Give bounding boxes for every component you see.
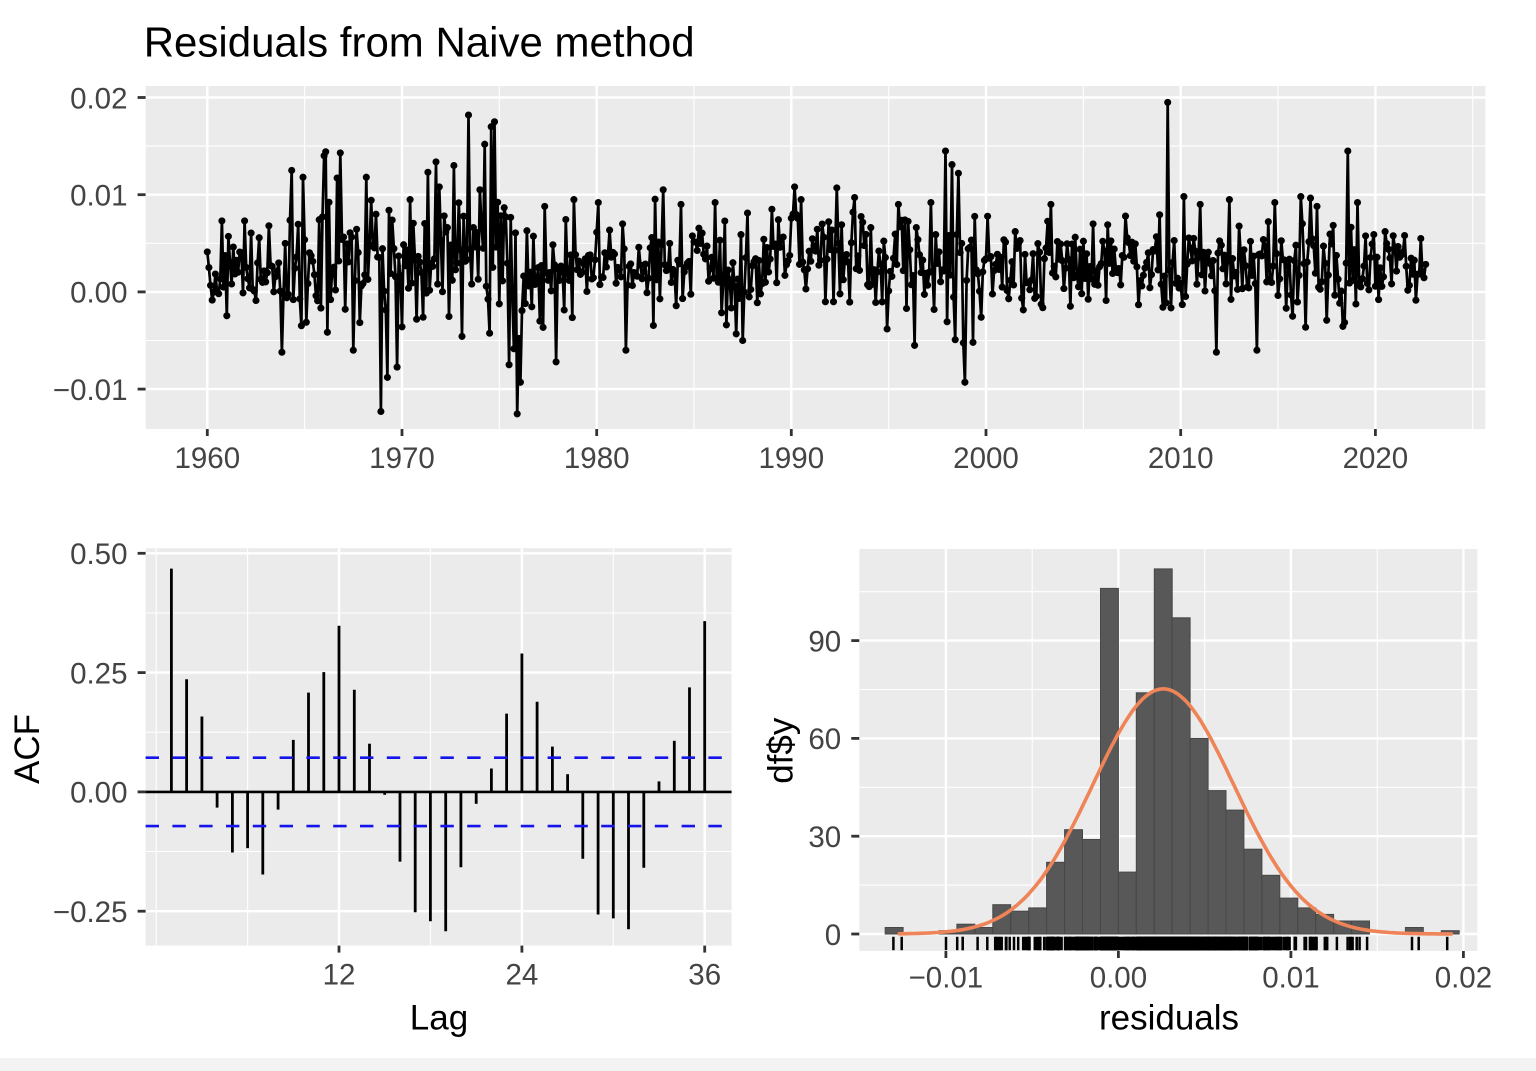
- svg-text:2010: 2010: [1148, 442, 1214, 475]
- svg-text:0.00: 0.00: [70, 777, 127, 810]
- svg-text:−0.01: −0.01: [53, 374, 128, 407]
- svg-text:0.00: 0.00: [1090, 962, 1147, 995]
- svg-text:1970: 1970: [369, 442, 435, 475]
- svg-text:−0.01: −0.01: [909, 962, 984, 995]
- svg-text:0.01: 0.01: [70, 180, 127, 213]
- svg-text:90: 90: [808, 625, 841, 658]
- svg-text:0.25: 0.25: [70, 657, 127, 690]
- svg-text:−0.25: −0.25: [53, 896, 128, 929]
- svg-text:ACF: ACF: [8, 714, 47, 784]
- svg-text:0.50: 0.50: [70, 538, 127, 571]
- svg-text:0.00: 0.00: [70, 277, 127, 310]
- svg-text:Residuals from Naive method: Residuals from Naive method: [144, 19, 695, 66]
- svg-text:60: 60: [808, 723, 841, 756]
- svg-text:0.02: 0.02: [1435, 962, 1492, 995]
- svg-text:df$y: df$y: [761, 717, 800, 784]
- svg-text:0.02: 0.02: [70, 82, 127, 115]
- svg-text:Lag: Lag: [410, 999, 468, 1038]
- svg-text:0: 0: [825, 919, 841, 952]
- svg-text:12: 12: [323, 959, 356, 992]
- svg-text:30: 30: [808, 821, 841, 854]
- svg-text:0.01: 0.01: [1262, 962, 1319, 995]
- svg-text:2000: 2000: [953, 442, 1019, 475]
- svg-text:1990: 1990: [758, 442, 824, 475]
- svg-text:1960: 1960: [174, 442, 240, 475]
- svg-text:residuals: residuals: [1099, 999, 1239, 1038]
- svg-text:2020: 2020: [1343, 442, 1409, 475]
- svg-text:36: 36: [688, 959, 721, 992]
- svg-text:24: 24: [505, 959, 538, 992]
- svg-text:1980: 1980: [564, 442, 630, 475]
